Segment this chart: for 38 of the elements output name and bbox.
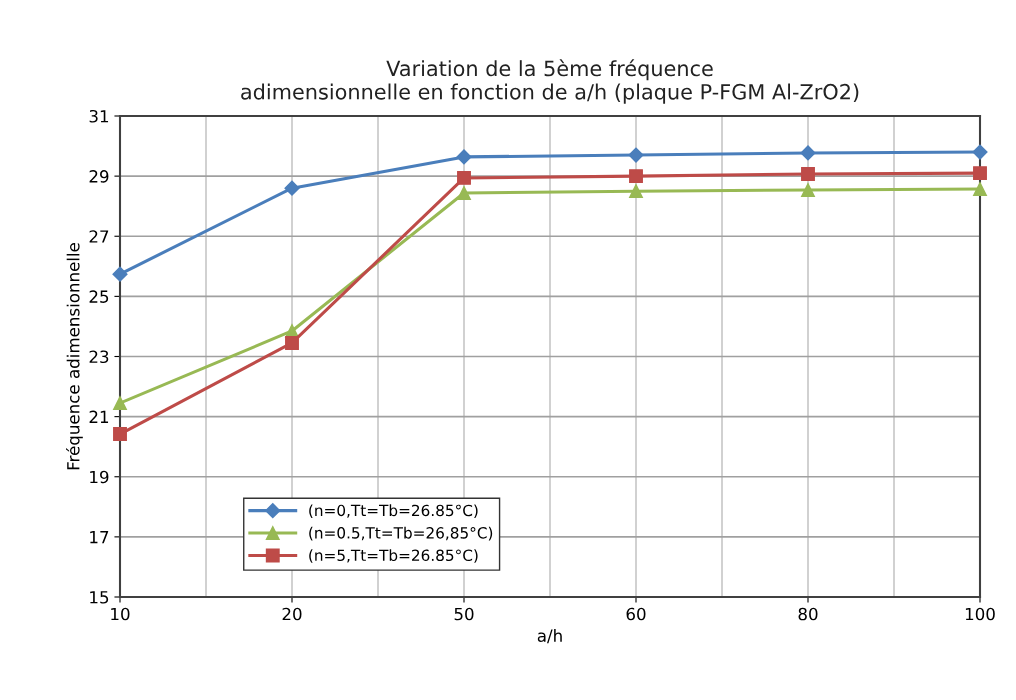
point	[284, 180, 300, 196]
y-tick-label: 23	[89, 350, 109, 364]
point	[113, 396, 127, 411]
point	[457, 170, 471, 185]
legend-label: (n=0,Tt=Tb=26.85°C)	[309, 504, 478, 518]
point	[457, 186, 471, 200]
point	[112, 266, 128, 282]
x-tick-label: 20	[282, 607, 302, 621]
legend-label: (n=5,Tt=Tb=26.85°C)	[309, 549, 478, 563]
point	[628, 147, 644, 163]
y-axis-title: Fréquence adimensionnelle	[66, 243, 83, 470]
y-tick-label: 31	[89, 109, 109, 123]
point	[972, 144, 988, 160]
x-tick-label: 10	[111, 607, 130, 621]
y-tick-label: 15	[90, 591, 109, 604]
x-tick-label: 60	[626, 607, 646, 621]
point	[801, 183, 815, 197]
y-tick-label: 17	[90, 531, 109, 544]
chart-title: Variation de la 5ème fréquence adimensionnelle en fonction de a/h (plaque P-FGM Al-ZrO2)	[241, 59, 859, 104]
point	[973, 166, 987, 181]
y-tick-label: 29	[89, 170, 109, 183]
point	[456, 149, 472, 165]
point	[800, 145, 816, 161]
point	[973, 182, 987, 196]
y-tick-label: 21	[89, 410, 109, 423]
point	[629, 169, 643, 184]
point	[285, 336, 299, 350]
y-tick-label: 27	[89, 230, 109, 243]
point	[801, 167, 815, 181]
point	[629, 184, 643, 199]
y-tick-label: 25	[89, 290, 109, 303]
x-tick-label: 80	[798, 607, 818, 621]
y-tick-label: 19	[90, 470, 109, 484]
x-axis-title: a/h	[537, 629, 562, 644]
x-tick-label: 50	[454, 607, 474, 621]
legend-label: (n=0.5,Tt=Tb=26,85°C)	[309, 526, 493, 541]
x-tick-label: 100	[965, 607, 995, 621]
point	[113, 427, 127, 442]
